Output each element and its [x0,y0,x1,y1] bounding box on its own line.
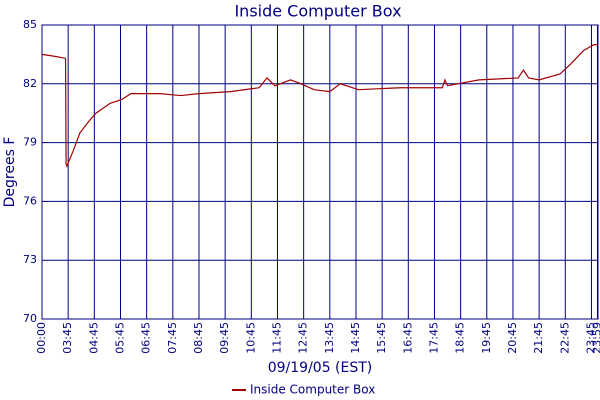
y-tick-label: 73 [23,253,37,266]
data-line [41,44,598,168]
x-tick-label: 12:45 [297,322,310,354]
x-axis-label: 09/19/05 (EST) [268,360,373,376]
y-tick-label: 70 [23,312,37,325]
x-tick-label: 03:45 [61,322,74,354]
x-tick-label: 16:45 [401,322,414,354]
x-tick-label: 14:45 [349,322,362,354]
x-tick-label: 22:45 [558,322,571,354]
y-tick-label: 76 [23,194,37,207]
plot-frame [41,24,599,320]
x-tick-label: 21:45 [532,322,545,354]
x-tick-label: 20:45 [506,322,519,354]
y-tick-label: 79 [23,136,37,149]
y-tick-label: 82 [23,77,37,90]
x-tick-label: 08:45 [192,322,205,354]
x-tick-label: 19:45 [480,322,493,354]
x-tick-label: 06:45 [140,322,153,354]
x-tick-label: 17:45 [427,322,440,354]
x-tick-label: 23:59 [590,322,600,354]
x-tick-label: 11:45 [270,322,283,354]
x-tick-label: 13:45 [323,322,336,354]
chart-title: Inside Computer Box [234,2,401,21]
y-axis-label: Degrees F [2,137,18,208]
x-tick-label: 23:45 [584,322,597,354]
y-tick-label: 85 [23,18,37,31]
x-tick-label: 09:45 [218,322,231,354]
x-tick-label: 07:45 [166,322,179,354]
x-tick-label: 15:45 [375,322,388,354]
x-tick-label: 10:45 [244,322,257,354]
x-tick-label: 04:45 [87,322,100,354]
x-tick-label: 18:45 [454,322,467,354]
x-tick-label: 00:00 [35,322,48,354]
x-tick-label: 05:45 [113,322,126,354]
legend-label: Inside Computer Box [250,383,375,397]
